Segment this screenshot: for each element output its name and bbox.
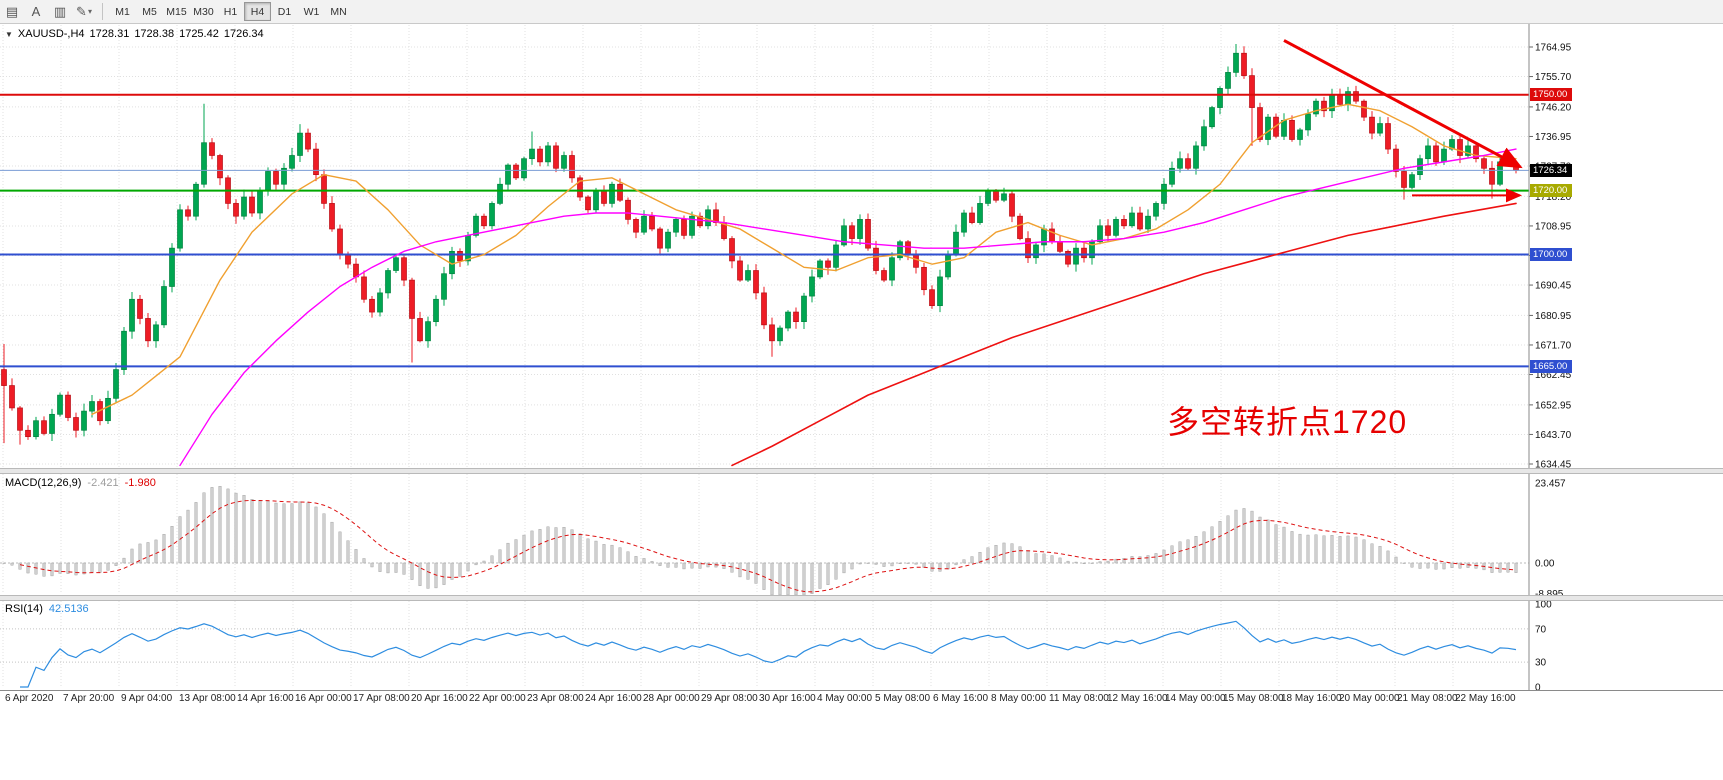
svg-text:1764.95: 1764.95 <box>1535 43 1572 54</box>
svg-text:29 Apr 08:00: 29 Apr 08:00 <box>701 693 758 704</box>
panel-divider-macd[interactable] <box>0 468 1723 474</box>
panel-divider-rsi[interactable] <box>0 595 1723 601</box>
text-tool-icon[interactable]: A <box>31 4 41 19</box>
svg-text:1643.70: 1643.70 <box>1535 430 1572 441</box>
svg-text:1746.20: 1746.20 <box>1535 102 1572 113</box>
svg-text:8 May 00:00: 8 May 00:00 <box>991 693 1046 704</box>
rsi-value: 42.5136 <box>48 603 89 615</box>
ohlc-high: 1728.38 <box>134 28 175 40</box>
svg-text:6 Apr 2020: 6 Apr 2020 <box>5 693 54 704</box>
svg-text:20 Apr 16:00: 20 Apr 16:00 <box>411 693 468 704</box>
svg-text:9 Apr 04:00: 9 Apr 04:00 <box>121 693 173 704</box>
svg-text:100: 100 <box>1535 600 1552 611</box>
svg-text:14 May 00:00: 14 May 00:00 <box>1165 693 1226 704</box>
svg-text:6 May 16:00: 6 May 16:00 <box>933 693 988 704</box>
svg-text:14 Apr 16:00: 14 Apr 16:00 <box>237 693 294 704</box>
svg-text:23.457: 23.457 <box>1535 479 1566 490</box>
svg-text:-8.895: -8.895 <box>1535 589 1564 600</box>
svg-text:28 Apr 00:00: 28 Apr 00:00 <box>643 693 700 704</box>
timeframe-M30[interactable]: M30 <box>193 5 214 18</box>
svg-text:1736.95: 1736.95 <box>1535 132 1572 143</box>
timeframe-D1[interactable]: D1 <box>277 5 292 18</box>
price-badge-1665.00: 1665.00 <box>1530 359 1572 373</box>
timeframe-H1[interactable]: H1 <box>223 5 238 18</box>
svg-text:18 May 16:00: 18 May 16:00 <box>1281 693 1342 704</box>
price-badge-1726.34: 1726.34 <box>1530 163 1572 177</box>
price-badge-1720.00: 1720.00 <box>1530 184 1572 198</box>
time-axis[interactable] <box>0 691 1529 712</box>
svg-text:15 May 08:00: 15 May 08:00 <box>1223 693 1284 704</box>
svg-text:5 May 08:00: 5 May 08:00 <box>875 693 930 704</box>
timeframe-M5[interactable]: M5 <box>142 5 157 18</box>
macd-signal-value: -1.980 <box>124 477 156 489</box>
svg-text:1652.95: 1652.95 <box>1535 400 1572 411</box>
svg-text:11 May 08:00: 11 May 08:00 <box>1049 693 1109 704</box>
svg-text:22 May 16:00: 22 May 16:00 <box>1455 693 1516 704</box>
toolbar-separator <box>102 3 103 20</box>
toolbar: ▤ A ▥ ✎ ▾ M1 M5 M15 M30 H1 H4 D1 W1 MN <box>0 0 1723 24</box>
svg-text:20 May 00:00: 20 May 00:00 <box>1339 693 1400 704</box>
rsi-title: RSI(14) <box>5 603 43 615</box>
svg-text:30: 30 <box>1535 658 1547 669</box>
svg-text:1680.95: 1680.95 <box>1535 311 1572 322</box>
price-badge-1700.00: 1700.00 <box>1530 248 1572 262</box>
svg-text:1634.45: 1634.45 <box>1535 460 1572 471</box>
chart-window-icon[interactable]: ▥ <box>53 3 67 19</box>
price-badge-1750.00: 1750.00 <box>1530 88 1572 102</box>
svg-text:1755.70: 1755.70 <box>1535 72 1572 83</box>
macd-indicator-label: MACD(12,26,9) -2.421 -1.980 <box>5 477 156 489</box>
dropdown-caret-icon: ▾ <box>87 7 92 16</box>
svg-text:16 Apr 00:00: 16 Apr 00:00 <box>295 693 352 704</box>
svg-text:12 May 16:00: 12 May 16:00 <box>1107 693 1168 704</box>
svg-text:1671.70: 1671.70 <box>1535 340 1572 351</box>
svg-text:13 Apr 08:00: 13 Apr 08:00 <box>179 693 236 704</box>
svg-text:21 May 08:00: 21 May 08:00 <box>1397 693 1458 704</box>
macd-title: MACD(12,26,9) <box>5 477 82 489</box>
timeframe-M15[interactable]: M15 <box>166 5 187 18</box>
svg-text:4 May 00:00: 4 May 00:00 <box>817 693 872 704</box>
price-axis[interactable] <box>1529 24 1723 690</box>
svg-text:17 Apr 08:00: 17 Apr 08:00 <box>353 693 410 704</box>
symbol-label: XAUUSD-,H4 <box>17 28 85 40</box>
timeframe-button-group: M1 M5 M15 M30 H1 H4 D1 W1 MN <box>109 2 352 21</box>
svg-text:1718.20: 1718.20 <box>1535 192 1572 203</box>
chart-menu-icon[interactable]: ▤ <box>5 3 19 19</box>
svg-text:22 Apr 00:00: 22 Apr 00:00 <box>469 693 526 704</box>
chart-title: ▼ XAUUSD-,H4 1728.31 1728.38 1725.42 172… <box>5 28 264 40</box>
toolbar-icon-group: ▤ A ▥ ✎ ▾ <box>0 2 96 22</box>
svg-text:23 Apr 08:00: 23 Apr 08:00 <box>527 693 584 704</box>
svg-text:0: 0 <box>1535 683 1541 694</box>
symbol-dropdown-icon[interactable]: ▼ <box>5 29 13 39</box>
macd-main-value: -2.421 <box>87 477 119 489</box>
svg-text:7 Apr 20:00: 7 Apr 20:00 <box>63 693 115 704</box>
rsi-indicator-label: RSI(14) 42.5136 <box>5 603 89 615</box>
ohlc-close: 1726.34 <box>223 28 264 40</box>
timeframe-H4[interactable]: H4 <box>244 2 271 21</box>
timeframe-W1[interactable]: W1 <box>303 5 320 18</box>
svg-text:0.00: 0.00 <box>1535 559 1555 570</box>
chart-annotation-text[interactable]: 多空转折点1720 <box>1167 404 1408 440</box>
svg-text:1708.95: 1708.95 <box>1535 221 1572 232</box>
svg-text:1662.45: 1662.45 <box>1535 370 1572 381</box>
svg-text:1690.45: 1690.45 <box>1535 281 1572 292</box>
svg-text:24 Apr 16:00: 24 Apr 16:00 <box>585 693 642 704</box>
svg-text:30 Apr 16:00: 30 Apr 16:00 <box>759 693 816 704</box>
timeframe-M1[interactable]: M1 <box>115 5 130 18</box>
svg-text:70: 70 <box>1535 624 1547 635</box>
ohlc-low: 1725.42 <box>179 28 219 40</box>
template-edit-icon[interactable]: ✎ ▾ <box>76 3 92 19</box>
timeframe-MN[interactable]: MN <box>330 5 347 18</box>
ohlc-open: 1728.31 <box>89 28 130 40</box>
